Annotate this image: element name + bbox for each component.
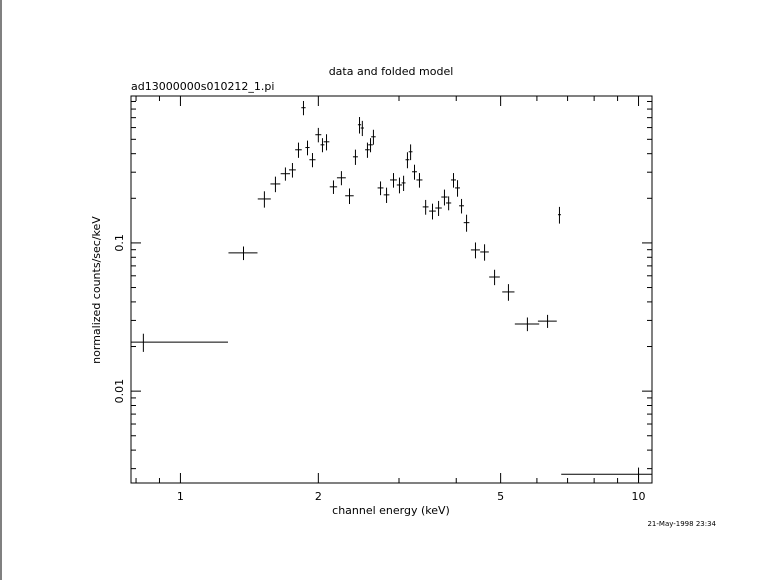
- timestamp: 21-May-1998 23:34: [647, 520, 716, 528]
- x-tick-label: 2: [315, 490, 322, 503]
- x-tick-label: 1: [177, 490, 184, 503]
- chart-title: data and folded model: [329, 65, 454, 78]
- y-tick-label: 0.1: [113, 234, 126, 252]
- plot-frame: [130, 95, 653, 484]
- x-tick-label: 10: [632, 490, 646, 503]
- x-axis-label: channel energy (keV): [332, 504, 450, 517]
- x-tick-label: 5: [497, 490, 504, 503]
- chart-subtitle: ad13000000s010212_1.pi: [131, 80, 274, 93]
- plot-area: [131, 100, 652, 482]
- y-tick-label: 0.01: [113, 379, 126, 404]
- y-axis-label: normalized counts/sec/keV: [90, 216, 103, 364]
